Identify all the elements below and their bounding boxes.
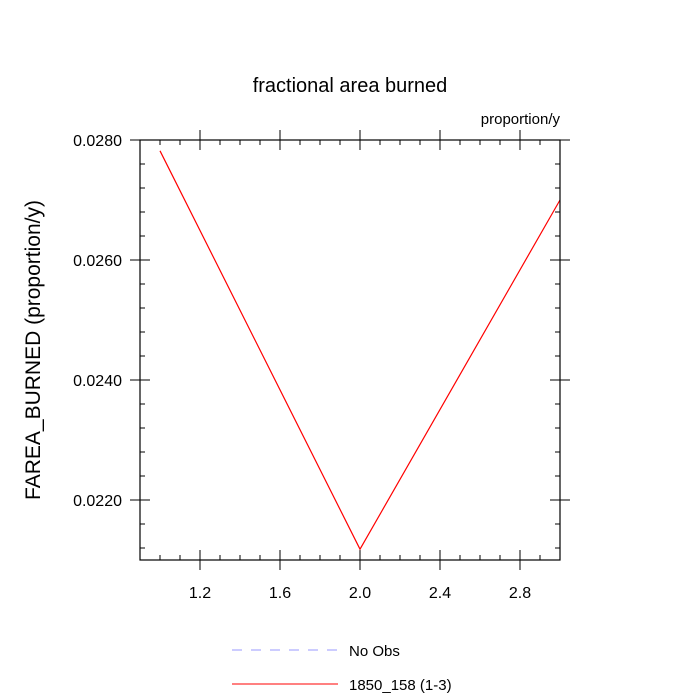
x-tick-labels: 1.2 1.6 2.0 2.4 2.8 (189, 585, 531, 602)
x-tick-label: 2.8 (509, 585, 531, 602)
x-tick-label: 1.2 (189, 585, 211, 602)
y-tick-label: 0.0240 (73, 373, 122, 390)
y-axis-label: FAREA_BURNED (proportion/y) (22, 200, 45, 500)
plot-series (159, 150, 561, 551)
y-tick-label: 0.0260 (73, 253, 122, 270)
x-tick-label: 2.0 (349, 585, 371, 602)
legend: No Obs 1850_158 (1-3) (232, 643, 452, 694)
units-label: proportion/y (481, 111, 561, 128)
y-tick-label: 0.0280 (73, 133, 122, 150)
legend-label: No Obs (349, 643, 400, 660)
legend-label: 1850_158 (1-3) (349, 677, 452, 694)
y-tick-labels: 0.0220 0.0240 0.0260 0.0280 (73, 133, 122, 510)
x-tick-label: 1.6 (269, 585, 291, 602)
axis-ticks (130, 130, 570, 570)
series-line (159, 150, 561, 551)
chart-title: fractional area burned (253, 75, 448, 97)
plot-frame (139, 139, 561, 561)
x-tick-label: 2.4 (429, 585, 451, 602)
y-tick-label: 0.0220 (73, 493, 122, 510)
